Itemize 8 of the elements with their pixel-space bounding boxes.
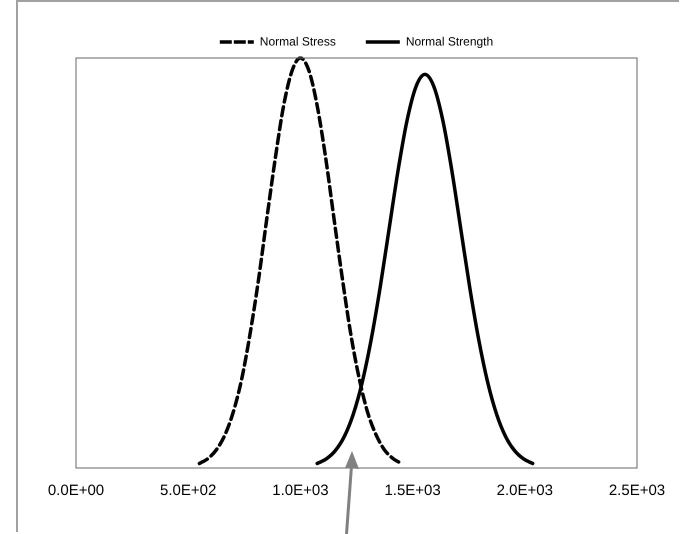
legend-label: Normal Stress bbox=[260, 34, 336, 48]
x-tick-label: 5.0E+02 bbox=[160, 482, 216, 500]
x-tick-label: 0.0E+00 bbox=[48, 482, 104, 500]
x-tick-label: 1.0E+03 bbox=[272, 482, 329, 500]
x-tick-label: 2.0E+03 bbox=[496, 482, 553, 500]
legend-label: Normal Strength bbox=[406, 34, 494, 48]
x-tick-label: 1.5E+03 bbox=[384, 482, 441, 500]
x-tick-label: 2.5E+03 bbox=[608, 482, 666, 500]
